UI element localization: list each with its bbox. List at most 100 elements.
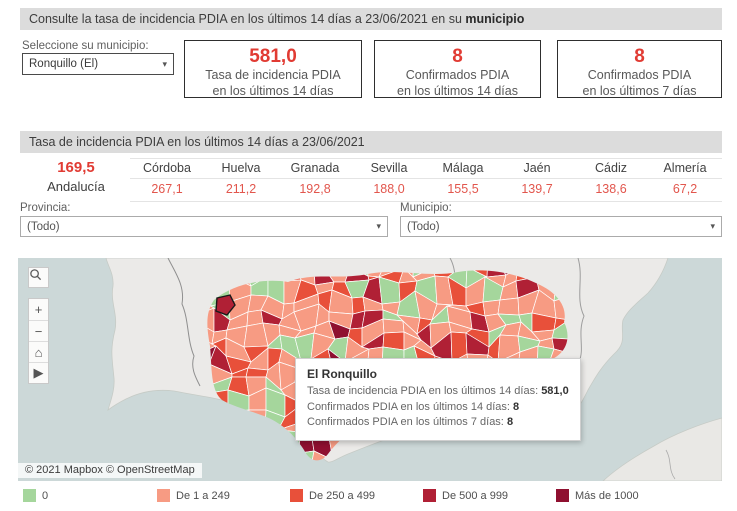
legend-label: De 500 a 999 bbox=[442, 489, 509, 502]
legend-label: Más de 1000 bbox=[575, 489, 639, 502]
region-summary: 169,5 Andalucía bbox=[28, 159, 124, 195]
municipality-shape[interactable] bbox=[497, 297, 520, 316]
tooltip-label: Confirmados PDIA en los últimos 14 días: bbox=[307, 400, 514, 413]
kpi-confirmed-7d: 8 Confirmados PDIA en los últimos 7 días bbox=[557, 40, 722, 98]
section-title-text: Tasa de incidencia PDIA en los últimos 1… bbox=[29, 135, 365, 149]
province-value: 188,0 bbox=[373, 182, 405, 196]
municipality-filter-value: (Todo) bbox=[407, 220, 440, 233]
municipality-shape[interactable] bbox=[382, 318, 405, 334]
home-icon: ⌂ bbox=[34, 344, 43, 360]
region-summary-label: Andalucía bbox=[47, 179, 105, 194]
page-title: Consulte la tasa de incidencia PDIA en l… bbox=[20, 8, 722, 30]
municipality-select-value: Ronquillo (El) bbox=[29, 58, 99, 70]
map-land-morocco bbox=[602, 417, 722, 481]
table-row[interactable]: Málaga 155,5 bbox=[426, 159, 500, 201]
tooltip-label: Confirmados PDIA en los últimos 7 días: bbox=[307, 416, 507, 428]
legend-label: De 1 a 249 bbox=[176, 489, 230, 502]
kpi-value: 581,0 bbox=[249, 46, 297, 67]
attribution-text: © 2021 Mapbox © OpenStreetMap bbox=[25, 464, 195, 476]
province-value: 211,2 bbox=[225, 182, 257, 196]
region-summary-value: 169,5 bbox=[57, 159, 95, 176]
selected-municipality-shape[interactable] bbox=[215, 294, 236, 316]
legend-swatch-icon bbox=[157, 489, 170, 502]
chevron-down-icon: ▾ bbox=[376, 221, 381, 231]
zoom-out-button[interactable]: − bbox=[29, 320, 48, 341]
play-arrow-icon: ▶ bbox=[33, 365, 44, 380]
province-filter-label: Provincia: bbox=[20, 202, 71, 214]
map-tooltip: El Ronquillo Tasa de incidencia PDIA en … bbox=[295, 358, 581, 441]
home-button[interactable]: ⌂ bbox=[29, 341, 48, 362]
table-row[interactable]: Sevilla 188,0 bbox=[352, 159, 426, 201]
page-title-bold: municipio bbox=[465, 12, 525, 26]
legend-item[interactable]: 0 bbox=[23, 489, 48, 502]
table-row[interactable]: Granada 192,8 bbox=[278, 159, 352, 201]
table-row[interactable]: Cádiz 138,6 bbox=[574, 159, 648, 201]
legend-label: 0 bbox=[42, 489, 49, 502]
map-attribution[interactable]: © 2021 Mapbox © OpenStreetMap bbox=[18, 463, 202, 478]
municipality-shape[interactable] bbox=[245, 367, 269, 378]
province-value: 138,6 bbox=[595, 182, 627, 196]
legend-label: De 250 a 499 bbox=[309, 489, 376, 502]
page-title-text: Consulte la tasa de incidencia PDIA en l… bbox=[29, 12, 466, 26]
table-row[interactable]: Jaén 139,7 bbox=[500, 159, 574, 201]
table-row[interactable]: Almería 67,2 bbox=[648, 159, 722, 201]
pan-mode-button[interactable]: ▶ bbox=[29, 362, 48, 383]
section-title: Tasa de incidencia PDIA en los últimos 1… bbox=[20, 131, 722, 153]
legend-item[interactable]: Más de 1000 bbox=[556, 489, 639, 502]
table-row[interactable]: Córdoba 267,1 bbox=[130, 159, 204, 201]
search-icon bbox=[30, 269, 42, 281]
province-value: 267,1 bbox=[151, 182, 183, 196]
municipality-filter-label: Municipio: bbox=[400, 202, 452, 214]
kpi-caption-line2: en los últimos 14 días bbox=[212, 84, 334, 98]
legend-item[interactable]: De 500 a 999 bbox=[423, 489, 508, 502]
table-row[interactable]: Huelva 211,2 bbox=[204, 159, 278, 201]
legend-item[interactable]: De 250 a 499 bbox=[290, 489, 375, 502]
tooltip-label: Tasa de incidencia PDIA en los últimos 1… bbox=[307, 385, 542, 397]
legend-item[interactable]: De 1 a 249 bbox=[157, 489, 230, 502]
province-table: Córdoba 267,1 Huelva 211,2 Granada 192,8… bbox=[130, 158, 722, 202]
municipality-filter-select[interactable]: (Todo) ▾ bbox=[400, 216, 722, 237]
legend-swatch-icon bbox=[556, 489, 569, 502]
province-name: Málaga bbox=[426, 159, 500, 179]
province-value: 139,7 bbox=[521, 182, 553, 196]
map-border-morocco bbox=[665, 449, 676, 480]
municipality-shape[interactable] bbox=[482, 299, 501, 317]
province-name: Granada bbox=[278, 159, 352, 179]
plus-icon: + bbox=[34, 302, 43, 317]
province-name: Cádiz bbox=[574, 159, 648, 179]
tooltip-title: El Ronquillo bbox=[307, 367, 377, 381]
tooltip-row: Confirmados PDIA en los últimos 7 días: … bbox=[307, 415, 569, 431]
tooltip-row: Tasa de incidencia PDIA en los últimos 1… bbox=[307, 384, 569, 400]
province-name: Huelva bbox=[204, 159, 278, 179]
province-value: 67,2 bbox=[672, 182, 698, 196]
map-border-portugal-spain bbox=[167, 258, 201, 387]
chevron-down-icon: ▾ bbox=[710, 221, 715, 231]
province-name: Jaén bbox=[500, 159, 574, 179]
choropleth-map[interactable]: + − ⌂ ▶ El Ronquillo Tasa de incidencia … bbox=[18, 258, 722, 481]
province-value: 155,5 bbox=[447, 182, 479, 196]
chevron-down-icon: ▾ bbox=[162, 58, 167, 69]
map-search-button[interactable] bbox=[28, 267, 49, 288]
legend-swatch-icon bbox=[290, 489, 303, 502]
kpi-incidence-14d: 581,0 Tasa de incidencia PDIA en los últ… bbox=[184, 40, 362, 98]
kpi-value: 8 bbox=[634, 46, 645, 67]
legend-swatch-icon bbox=[23, 489, 36, 502]
province-name: Almería bbox=[648, 159, 722, 179]
province-filter-value: (Todo) bbox=[27, 220, 60, 233]
municipality-select-label: Seleccione su municipio: bbox=[22, 40, 149, 52]
tooltip-value: 581,0 bbox=[541, 385, 569, 397]
municipality-select[interactable]: Ronquillo (El) ▾ bbox=[22, 53, 174, 75]
kpi-value: 8 bbox=[452, 46, 463, 67]
kpi-confirmed-14d: 8 Confirmados PDIA en los últimos 14 día… bbox=[374, 40, 541, 98]
legend-swatch-icon bbox=[423, 489, 436, 502]
province-filter-select[interactable]: (Todo) ▾ bbox=[20, 216, 388, 237]
kpi-caption-line1: Tasa de incidencia PDIA bbox=[205, 68, 341, 82]
kpi-caption-line2: en los últimos 7 días bbox=[582, 84, 697, 98]
map-control-group: + − ⌂ ▶ bbox=[28, 298, 49, 384]
zoom-in-button[interactable]: + bbox=[29, 299, 48, 320]
province-name: Córdoba bbox=[130, 159, 204, 179]
tooltip-value: 8 bbox=[513, 400, 520, 413]
province-value: 192,8 bbox=[299, 182, 331, 196]
kpi-caption-line1: Confirmados PDIA bbox=[587, 68, 692, 82]
